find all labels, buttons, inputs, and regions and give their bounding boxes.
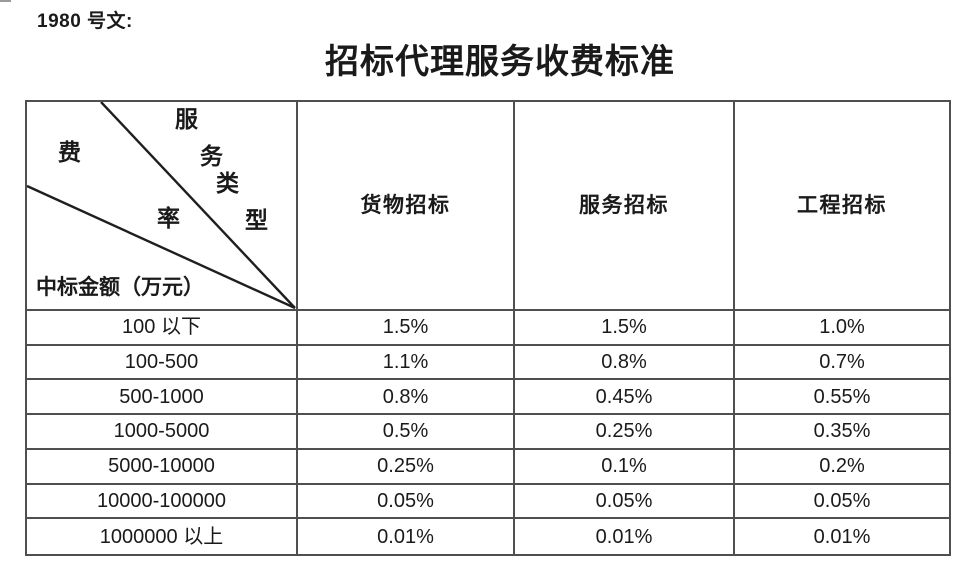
- doc-reference: 1980 号文:: [37, 11, 133, 32]
- fee-value-cell: 1.5%: [515, 311, 735, 346]
- fee-value-cell: 0.5%: [298, 415, 515, 450]
- fee-value-cell: 0.45%: [515, 380, 735, 416]
- fee-value-cell: 0.25%: [515, 415, 735, 450]
- scan-artifact-mark: [0, 0, 11, 2]
- row-range-cell: 1000-5000: [27, 415, 298, 450]
- fee-value-cell: 1.5%: [298, 311, 515, 346]
- column-header-engineering: 工程招标: [735, 102, 949, 311]
- corner-service-type-char-4: 型: [245, 208, 268, 233]
- fee-value-cell: 1.0%: [735, 311, 949, 346]
- row-range-cell: 10000-100000: [27, 484, 298, 520]
- corner-service-type-char-3: 类: [216, 171, 239, 196]
- fee-value-cell: 0.05%: [735, 485, 949, 520]
- fee-value-cell: 0.35%: [735, 415, 949, 450]
- row-range-cell: 100-500: [27, 345, 298, 381]
- fee-value-cell: 0.01%: [298, 519, 515, 554]
- fee-value-cell: 0.05%: [515, 484, 735, 520]
- fee-value-cell: 0.05%: [298, 484, 515, 520]
- fee-value-cell: 0.8%: [515, 345, 735, 381]
- fee-standard-table: 服 务 类 型 费 率 中标金额（万元） 货物招标 服务招标 工程招标 100 …: [25, 100, 951, 556]
- row-axis-label: 中标金额（万元）: [36, 275, 204, 299]
- fee-value-cell: 0.55%: [735, 380, 949, 416]
- column-header-goods: 货物招标: [298, 102, 515, 311]
- corner-service-type-char-1: 服: [175, 107, 198, 132]
- row-range-cell: 5000-10000: [27, 449, 298, 485]
- corner-fee-rate-char-2: 率: [157, 206, 180, 231]
- fee-value-cell: 0.7%: [735, 346, 949, 381]
- row-range-cell: 100 以下: [27, 311, 298, 346]
- corner-fee-rate-char-1: 费: [58, 140, 81, 165]
- fee-value-cell: 0.8%: [298, 380, 515, 416]
- fee-value-cell: 0.01%: [813, 525, 871, 548]
- page-title: 招标代理服务收费标准: [325, 44, 675, 81]
- fee-value-cell: 0.1%: [515, 449, 735, 485]
- column-header-service: 服务招标: [515, 102, 735, 311]
- fee-value-cell: 1.1%: [298, 345, 515, 381]
- row-range-cell: 500-1000: [27, 380, 298, 416]
- fee-value-cell: 0.2%: [735, 450, 949, 485]
- row-range-cell: 1000000 以上: [27, 519, 298, 554]
- fee-value-cell: 0.01%: [515, 519, 735, 554]
- diagonal-split-lines-icon: [27, 102, 296, 309]
- fee-value-cell: 0.25%: [298, 449, 515, 485]
- table-corner-header: 服 务 类 型 费 率 中标金额（万元）: [27, 102, 298, 311]
- corner-service-type-char-2: 务: [200, 144, 223, 169]
